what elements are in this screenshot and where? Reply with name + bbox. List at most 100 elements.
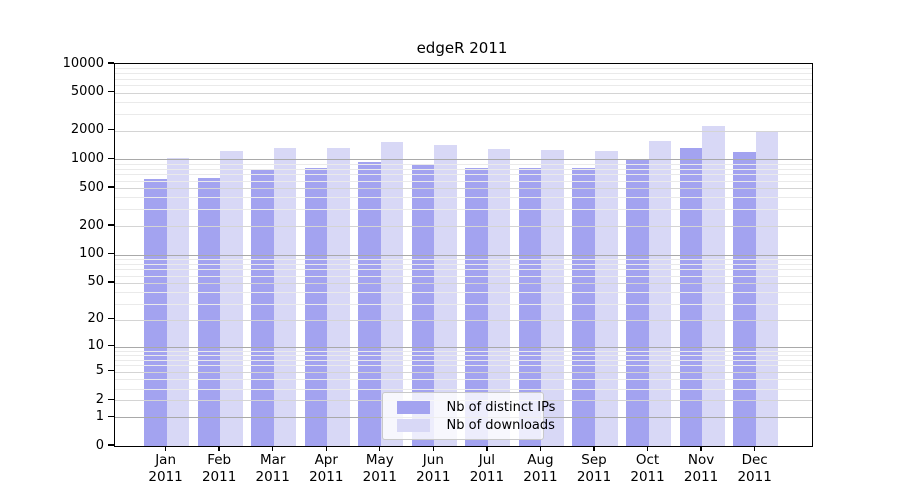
y-tick-mark bbox=[107, 129, 114, 131]
y-tick-mark bbox=[107, 62, 114, 64]
x-tick-label: Mar 2011 bbox=[243, 452, 303, 485]
gridline bbox=[114, 180, 812, 182]
x-tick-month: Nov bbox=[687, 452, 715, 468]
x-tick-year: 2011 bbox=[737, 468, 772, 485]
x-tick-label: Nov 2011 bbox=[671, 452, 731, 485]
gridline bbox=[114, 275, 812, 277]
y-tick-mark bbox=[107, 186, 114, 188]
y-tick-mark bbox=[107, 252, 114, 255]
y-tick-label: 1000 bbox=[70, 150, 104, 166]
bar-distinct-ips-feb bbox=[197, 177, 221, 446]
bar-distinct-ips-jun bbox=[411, 163, 435, 446]
bar-downloads-oct bbox=[648, 141, 672, 446]
gridline bbox=[114, 197, 812, 199]
gridline bbox=[114, 85, 812, 87]
x-tick-month: Dec bbox=[741, 452, 768, 468]
x-tick-label: Sep 2011 bbox=[564, 452, 624, 485]
gridline bbox=[114, 226, 812, 228]
gridline bbox=[114, 101, 812, 103]
gridline bbox=[114, 291, 812, 293]
bar-downloads-dec bbox=[755, 131, 779, 446]
y-tick-mark bbox=[107, 224, 114, 226]
x-tick-year: 2011 bbox=[630, 468, 665, 485]
y-tick-label: 50 bbox=[87, 274, 104, 290]
x-tick-mark bbox=[272, 446, 274, 451]
gridline bbox=[114, 174, 812, 176]
x-tick-mark bbox=[432, 446, 435, 451]
x-tick-month: Apr bbox=[314, 452, 338, 468]
y-tick-mark bbox=[107, 398, 114, 401]
legend-swatch-downloads bbox=[396, 418, 430, 432]
gridline bbox=[114, 354, 812, 356]
x-tick-year: 2011 bbox=[523, 468, 558, 485]
gridline bbox=[114, 130, 812, 132]
x-tick-month: May bbox=[365, 452, 394, 468]
x-tick-label: Aug 2011 bbox=[510, 452, 570, 485]
gridline bbox=[114, 188, 812, 190]
x-tick-mark bbox=[753, 446, 756, 451]
x-tick-label: Oct 2011 bbox=[618, 452, 678, 485]
x-tick-year: 2011 bbox=[255, 468, 290, 485]
y-tick-label: 2000 bbox=[70, 122, 104, 138]
bar-downloads-jan bbox=[166, 158, 190, 446]
gridline bbox=[114, 359, 812, 361]
gridline bbox=[114, 92, 812, 94]
y-tick-mark bbox=[107, 157, 114, 160]
legend-row: Nb of downloads bbox=[396, 418, 555, 434]
chart-title: edgeR 2011 bbox=[416, 39, 508, 57]
y-tick-label: 20 bbox=[87, 311, 104, 327]
y-tick-label: 2 bbox=[95, 391, 104, 407]
legend-row: Nb of distinct IPs bbox=[396, 400, 555, 416]
x-tick-year: 2011 bbox=[416, 468, 451, 485]
gridline bbox=[114, 258, 812, 260]
plot-area: Nb of distinct IPs Nb of downloads bbox=[113, 63, 813, 447]
x-tick-month: Feb bbox=[207, 452, 232, 468]
bar-distinct-ips-sep bbox=[572, 167, 595, 446]
x-tick-month: Sep bbox=[581, 452, 607, 468]
gridline bbox=[114, 159, 812, 161]
legend-label: Nb of downloads bbox=[446, 417, 555, 433]
y-tick-label: 1 bbox=[95, 408, 104, 424]
y-tick-label: 0 bbox=[95, 437, 104, 453]
x-tick-month: Jul bbox=[478, 452, 496, 468]
gridline bbox=[114, 365, 812, 367]
bar-distinct-ips-jul bbox=[465, 167, 488, 446]
x-tick-mark bbox=[325, 446, 327, 451]
y-tick-label: 500 bbox=[79, 179, 104, 195]
y-tick-label: 5 bbox=[95, 363, 104, 379]
x-tick-mark bbox=[379, 446, 381, 451]
bar-downloads-jun bbox=[434, 144, 457, 446]
x-tick-mark bbox=[539, 446, 542, 451]
y-tick-mark bbox=[107, 318, 114, 320]
legend-swatch-distinct-ips bbox=[396, 401, 430, 415]
x-tick-month: Jun bbox=[422, 452, 444, 468]
bar-distinct-ips-aug bbox=[518, 168, 542, 446]
x-tick-year: 2011 bbox=[683, 468, 719, 485]
bar-distinct-ips-nov bbox=[679, 147, 703, 446]
gridline bbox=[114, 263, 812, 265]
gridline bbox=[114, 163, 812, 165]
gridline bbox=[114, 113, 812, 115]
x-tick-month: Oct bbox=[635, 452, 660, 468]
gridline bbox=[114, 319, 812, 321]
bar-downloads-may bbox=[380, 141, 404, 446]
bar-distinct-ips-oct bbox=[625, 160, 649, 446]
y-tick-label: 200 bbox=[79, 217, 104, 233]
y-tick-mark bbox=[107, 444, 114, 446]
x-tick-mark bbox=[486, 446, 488, 451]
x-tick-label: Jan 2011 bbox=[136, 452, 196, 485]
gridline bbox=[114, 388, 812, 390]
y-tick-label: 10 bbox=[87, 338, 104, 354]
gridline bbox=[114, 303, 812, 305]
grid-layer bbox=[114, 64, 812, 446]
x-tick-mark bbox=[218, 446, 220, 451]
gridline bbox=[114, 168, 812, 170]
gridline bbox=[114, 254, 812, 256]
gridline bbox=[114, 346, 812, 348]
gridline bbox=[114, 269, 812, 271]
gridline bbox=[114, 73, 812, 75]
x-tick-month: Aug bbox=[527, 452, 554, 468]
gridline bbox=[114, 379, 812, 381]
y-tick-mark bbox=[107, 344, 114, 347]
legend-label: Nb of distinct IPs bbox=[446, 400, 556, 416]
